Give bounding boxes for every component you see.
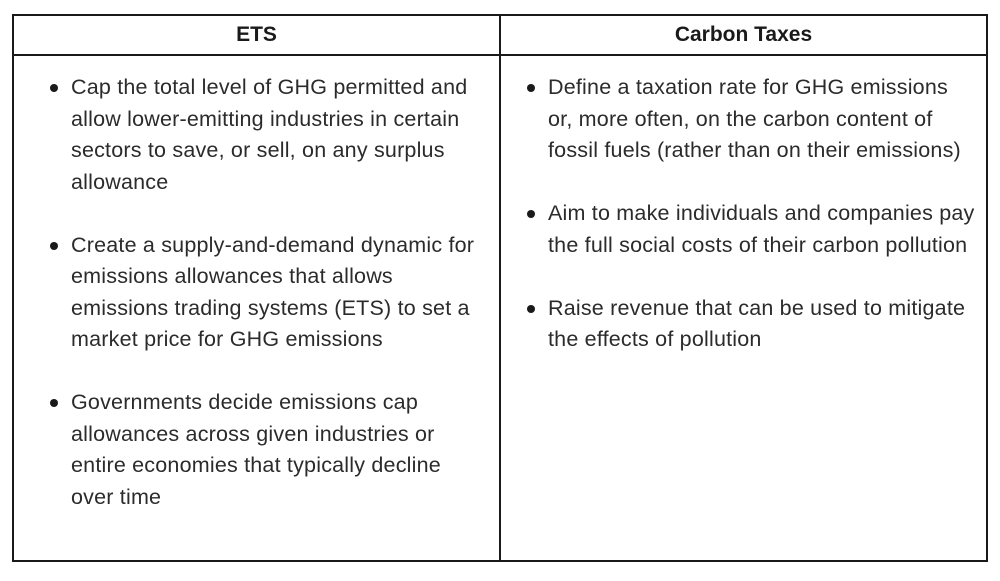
- bullet-dot-icon: [50, 241, 58, 250]
- ets-bullet-text: Governments decide emissions cap allowan…: [71, 390, 441, 509]
- ets-bullet-text: Create a supply-and-demand dynamic for e…: [71, 232, 475, 352]
- ets-column: Cap the total level of GHG permitted and…: [14, 56, 501, 560]
- carbon-tax-bullet-item: Aim to make individuals and companies pa…: [527, 198, 978, 261]
- ets-bullet-item: Governments decide emissions cap allowan…: [50, 387, 489, 513]
- carbon-taxes-bullet-list: Define a taxation rate for GHG emissions…: [527, 72, 978, 356]
- comparison-table: ETS Carbon Taxes Cap the total level of …: [12, 14, 988, 562]
- bullet-dot-icon: [50, 399, 58, 407]
- carbon-taxes-column: Define a taxation rate for GHG emissions…: [501, 56, 986, 560]
- ets-bullet-item: Create a supply-and-demand dynamic for e…: [50, 230, 489, 356]
- ets-bullet-item: Cap the total level of GHG permitted and…: [50, 72, 489, 198]
- ets-bullet-text: Cap the total level of GHG permitted and…: [71, 75, 468, 194]
- carbon-tax-bullet-item: Raise revenue that can be used to mitiga…: [527, 293, 978, 356]
- ets-header: ETS: [14, 16, 501, 56]
- carbon-taxes-header: Carbon Taxes: [501, 16, 986, 56]
- carbon-tax-bullet-text: Define a taxation rate for GHG emissions…: [548, 75, 961, 162]
- carbon-tax-bullet-text: Aim to make individuals and companies pa…: [548, 201, 975, 257]
- bullet-dot-icon: [527, 304, 535, 313]
- bullet-dot-icon: [527, 84, 535, 92]
- bullet-dot-icon: [527, 210, 535, 218]
- carbon-tax-bullet-item: Define a taxation rate for GHG emissions…: [527, 72, 978, 167]
- ets-bullet-list: Cap the total level of GHG permitted and…: [50, 72, 489, 513]
- bullet-dot-icon: [50, 84, 58, 92]
- carbon-tax-bullet-text: Raise revenue that can be used to mitiga…: [548, 295, 966, 352]
